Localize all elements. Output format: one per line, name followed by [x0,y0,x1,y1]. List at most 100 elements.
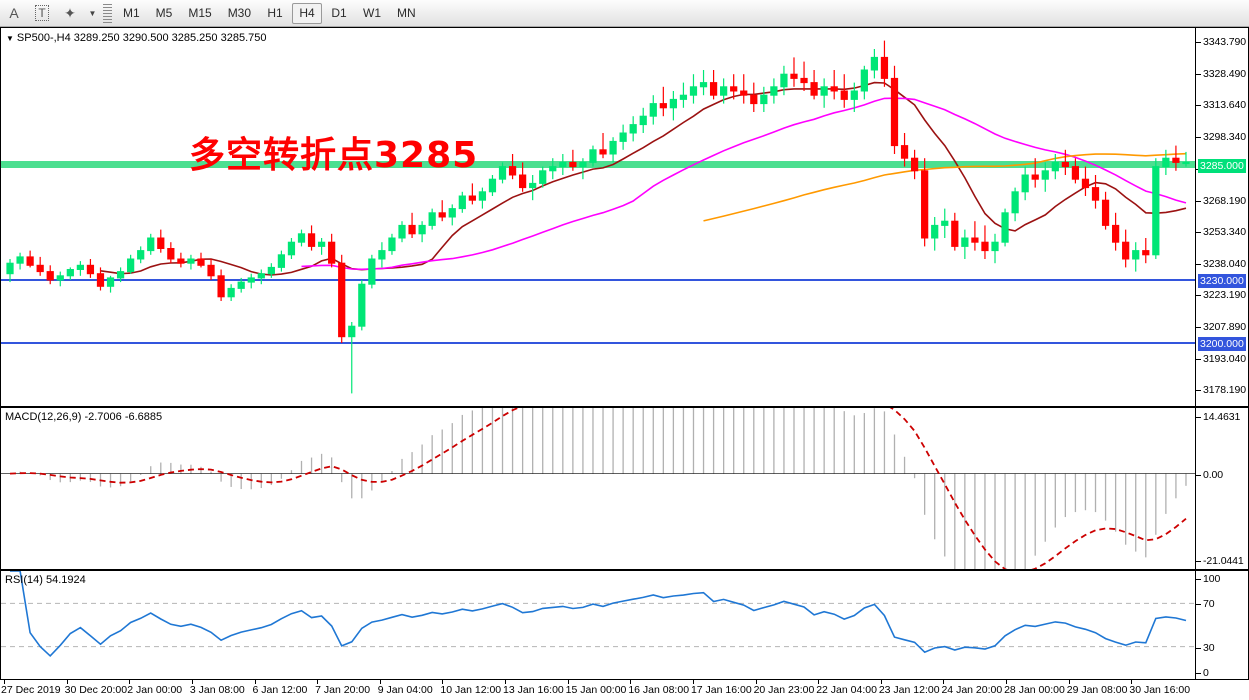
candle [1172,145,1180,171]
candle [458,191,466,213]
candle [1152,158,1160,259]
candle [931,217,939,251]
price-level-badge[interactable]: 3230.000 [1198,274,1246,288]
timeframe-m1[interactable]: M1 [123,6,140,20]
time-tick [1068,680,1070,684]
objects-tool-button[interactable]: ✦ [57,2,83,25]
time-tick [66,680,68,684]
candle [398,221,406,243]
candle [800,61,808,91]
time-tick [191,680,193,684]
macd-tick-label: -21.0441 [1203,555,1244,567]
time-tick [442,680,444,684]
candle [549,158,557,180]
candle [720,78,728,104]
toolbar-drag-handle[interactable] [103,3,112,23]
macd-tick-label: 0.00 [1203,468,1224,481]
macd-tick [1196,417,1201,418]
time-tick [317,680,319,684]
price-level-badge[interactable]: 3285.000 [1198,158,1246,173]
timeframe-mn[interactable]: MN [397,6,416,20]
timeframe-m5[interactable]: M5 [155,6,173,20]
timeframe-m30[interactable]: M30 [227,6,252,20]
candle [730,74,738,100]
candle [388,233,396,255]
timeframe-d1[interactable]: D1 [331,6,347,20]
candle [900,133,909,167]
candle [498,162,507,184]
timeframe-w1[interactable]: W1 [363,6,382,20]
candle [368,254,376,289]
candle [1081,166,1090,196]
macd-plot-area[interactable] [1,408,1197,569]
candle [860,65,868,100]
candle [971,221,979,251]
candle [338,254,346,343]
candle [157,229,165,253]
candle [237,277,245,293]
price-tick [1196,231,1201,233]
collapse-icon[interactable]: ▼ [6,34,14,43]
candle [66,267,74,280]
rsi-tick [1196,647,1201,649]
candle [217,269,225,301]
candle [46,265,54,285]
symbol-quote-bar: ▼ SP500-,H4 3289.250 3290.500 3285.250 32… [6,32,266,44]
objects-icon: ✦ [64,4,76,21]
timeframe-m15[interactable]: M15 [188,6,212,20]
price-plot-area[interactable]: 多空转折点3285 [1,28,1197,406]
rsi-panel[interactable]: RSI(14) 54.1924 100 70 30 0 [0,570,1249,680]
time-tick-label: 22 Jan 04:00 [816,684,877,696]
candle [86,259,95,278]
macd-axis: 14.4631 0.00 -21.0441 [1195,408,1248,569]
time-axis[interactable]: 27 Dec 2019 30 Dec 20:00 2 Jan 00:00 3 Jan … [0,680,1249,700]
candle [96,267,105,291]
candle [1051,154,1059,180]
candle [1132,242,1140,272]
price-chart-panel[interactable]: 多空转折点3285 ▼ SP500-,H4 3289.250 3290.500 3… [0,27,1249,407]
candle [428,208,436,230]
price-tick [1196,264,1201,266]
candle [36,256,44,276]
rsi-tick [1196,673,1201,674]
time-tick [692,680,694,684]
time-tick [1131,680,1133,684]
candle [358,280,366,331]
candle [589,145,597,167]
candle [850,82,858,112]
time-tick [505,680,507,684]
time-tick-label: 23 Jan 12:00 [878,684,940,696]
timeframe-h1[interactable]: H1 [267,6,283,20]
price-tick [1196,74,1201,76]
candle [1061,149,1069,175]
macd-tick [1196,561,1201,562]
timeframe-h4[interactable]: H4 [292,2,323,24]
price-tick [1196,105,1201,107]
price-axis[interactable]: 3343.7903328.4903313.6403298.3403283.190… [1195,28,1248,406]
price-tick [1196,295,1201,297]
objects-dropdown-button[interactable]: ▼ [85,2,99,25]
candle [348,322,356,394]
candle [709,70,718,100]
macd-panel[interactable]: MACD(12,26,9) -2.7006 -6.6885 14.4631 0.0… [0,407,1249,570]
time-tick-label: 24 Jan 20:00 [941,684,1003,696]
candle [1001,208,1009,247]
candle [16,252,24,270]
text-tool-button[interactable]: A [1,2,27,25]
rsi-plot-area[interactable] [1,571,1197,679]
candle [619,124,627,150]
text-label-tool-button[interactable]: T [29,2,55,25]
candle [991,233,999,264]
candle [287,238,296,259]
candle [981,225,989,259]
price-tick [1196,389,1201,391]
candle [187,254,195,270]
price-level-badge[interactable]: 3200.000 [1198,337,1246,351]
time-tick [4,680,5,684]
time-tick-label: 10 Jan 12:00 [440,684,502,696]
candle [1071,158,1080,184]
price-tick-label: 3328.490 [1203,68,1246,81]
candle [1112,212,1120,251]
candle [317,238,326,255]
time-tick-label: 27 Dec 2019 [1,684,61,696]
